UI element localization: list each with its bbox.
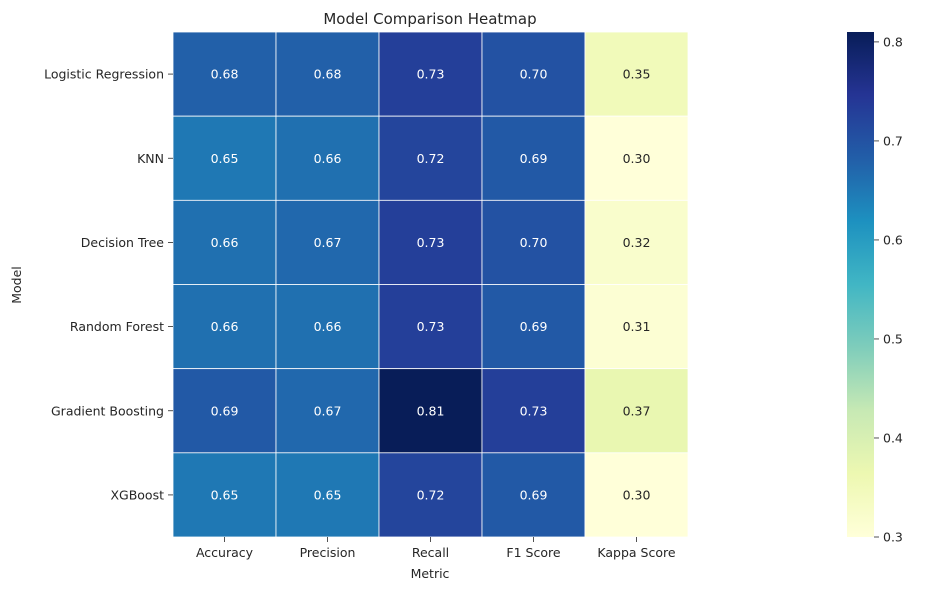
- heatmap-cell: [378, 31, 483, 117]
- heatmap-cell-label: 0.65: [314, 487, 342, 502]
- heatmap-cell-label: 0.68: [314, 67, 342, 82]
- colorbar-tick-label: 0.3: [883, 530, 903, 545]
- heatmap-cell: [378, 115, 483, 201]
- heatmap-cell: [584, 452, 689, 538]
- heatmap-cell: [275, 31, 380, 117]
- x-tick-label: Recall: [412, 545, 449, 560]
- x-tick-label: Accuracy: [196, 545, 254, 560]
- heatmap-cell-label: 0.65: [211, 151, 239, 166]
- heatmap-cell: [275, 368, 380, 454]
- colorbar-tick-label: 0.8: [883, 34, 903, 49]
- heatmap-cell-label: 0.66: [211, 319, 239, 334]
- colorbar-gradient: [847, 32, 874, 537]
- heatmap-cell-label: 0.30: [623, 151, 651, 166]
- y-tick-label: XGBoost: [110, 487, 164, 502]
- heatmap-cell: [378, 452, 483, 538]
- heatmap-cells: 0.68 0.68 0.73 0.70 0.35 0.65 0.66 0.72 0.69 0.30…: [172, 31, 689, 538]
- y-axis-label: Model: [9, 266, 24, 304]
- heatmap-cell: [481, 199, 586, 285]
- heatmap-cell: [481, 452, 586, 538]
- heatmap-cell-label: 0.66: [314, 151, 342, 166]
- x-axis-ticks: Accuracy Precision Recall F1 Score Kappa Sco…: [196, 537, 676, 560]
- y-tick-label: Gradient Boosting: [51, 403, 164, 418]
- x-tick-label: Precision: [300, 545, 356, 560]
- heatmap-cell: [378, 368, 483, 454]
- heatmap-cell-label: 0.66: [314, 319, 342, 334]
- heatmap-cell: [584, 31, 689, 117]
- y-tick-label: Random Forest: [70, 319, 164, 334]
- heatmap-cell: [275, 452, 380, 538]
- heatmap-cell-label: 0.73: [417, 235, 445, 250]
- heatmap-cell: [584, 115, 689, 201]
- heatmap-cell: [172, 31, 277, 117]
- heatmap-cell-label: 0.73: [520, 403, 548, 418]
- heatmap-cell: [481, 284, 586, 370]
- colorbar-ticks: 0.3 0.4 0.5 0.6 0.7 0.8: [874, 34, 903, 545]
- colorbar-tick-label: 0.7: [883, 133, 903, 148]
- heatmap-cell: [275, 199, 380, 285]
- heatmap-cell: [172, 368, 277, 454]
- y-tick-label: KNN: [137, 151, 164, 166]
- heatmap-cell-label: 0.30: [623, 487, 651, 502]
- colorbar-tick-label: 0.5: [883, 331, 903, 346]
- colorbar-tick-label: 0.6: [883, 232, 903, 247]
- heatmap-cell-label: 0.67: [314, 235, 342, 250]
- heatmap-cell-label: 0.81: [417, 403, 445, 418]
- heatmap-cell-label: 0.72: [417, 151, 445, 166]
- heatmap-cell-label: 0.67: [314, 403, 342, 418]
- heatmap-cell-label: 0.70: [520, 235, 548, 250]
- y-tick-label: Decision Tree: [81, 235, 165, 250]
- heatmap-cell: [378, 284, 483, 370]
- y-axis-ticks: Logistic Regression KNN Decision Tree Rando…: [44, 67, 173, 502]
- x-tick-label: F1 Score: [506, 545, 560, 560]
- heatmap-cell-label: 0.37: [623, 403, 651, 418]
- heatmap-cell-label: 0.73: [417, 319, 445, 334]
- heatmap-cell-label: 0.31: [623, 319, 651, 334]
- heatmap-cell: [481, 31, 586, 117]
- heatmap-cell-label: 0.35: [623, 67, 651, 82]
- heatmap-cell-label: 0.66: [211, 235, 239, 250]
- heatmap-cell-label: 0.70: [520, 67, 548, 82]
- heatmap-cell-label: 0.69: [520, 319, 548, 334]
- x-tick-label: Kappa Score: [597, 545, 675, 560]
- heatmap-cell: [275, 284, 380, 370]
- heatmap-cell: [584, 368, 689, 454]
- heatmap-cell-label: 0.69: [520, 487, 548, 502]
- heatmap-cell: [378, 199, 483, 285]
- colorbar: 0.3 0.4 0.5 0.6 0.7 0.8: [847, 32, 903, 545]
- heatmap-cell: [584, 284, 689, 370]
- chart-title: Model Comparison Heatmap: [323, 10, 536, 28]
- y-tick-label: Logistic Regression: [44, 67, 164, 82]
- heatmap-cell-label: 0.73: [417, 67, 445, 82]
- heatmap-cell: [584, 199, 689, 285]
- heatmap-cell-label: 0.72: [417, 487, 445, 502]
- heatmap-cell-label: 0.65: [211, 487, 239, 502]
- heatmap-cell: [172, 115, 277, 201]
- heatmap-cell-label: 0.32: [623, 235, 651, 250]
- heatmap-cell-label: 0.68: [211, 67, 239, 82]
- colorbar-tick-label: 0.4: [883, 430, 903, 445]
- x-axis-label: Metric: [411, 566, 450, 581]
- heatmap-cell-label: 0.69: [211, 403, 239, 418]
- heatmap-cell-label: 0.69: [520, 151, 548, 166]
